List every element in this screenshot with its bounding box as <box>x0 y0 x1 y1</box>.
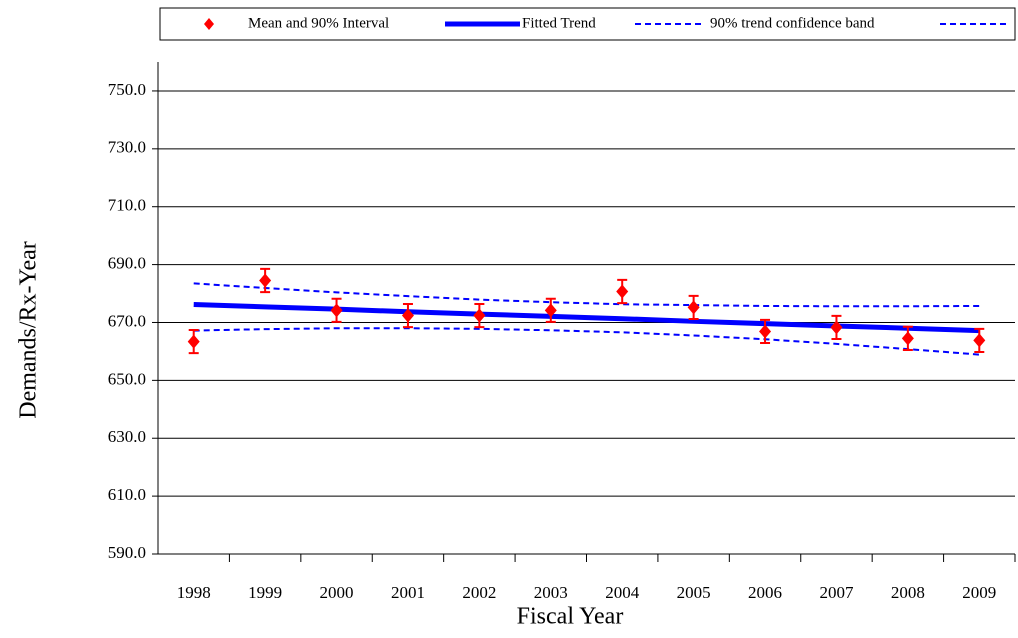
x-tick-label: 2003 <box>534 583 568 602</box>
trend-line <box>193 302 980 334</box>
confidence-lower <box>193 327 980 356</box>
mean-marker <box>759 324 772 339</box>
legend-label: 90% trend confidence band <box>710 15 875 31</box>
x-tick-label: 2009 <box>962 583 996 602</box>
x-tick-label: 2001 <box>391 583 425 602</box>
x-tick-label: 2007 <box>819 583 854 602</box>
y-tick-label: 710.0 <box>108 196 146 215</box>
mean-marker <box>473 308 486 323</box>
mean-marker <box>616 284 629 299</box>
x-tick-label: 2004 <box>605 583 640 602</box>
y-tick-label: 650.0 <box>108 369 146 388</box>
x-tick-label: 1998 <box>177 583 211 602</box>
mean-marker <box>830 320 843 335</box>
y-tick-label: 690.0 <box>108 253 146 272</box>
legend-box <box>159 7 1016 41</box>
legend-label: Fitted Trend <box>522 15 596 31</box>
confidence-upper <box>193 282 980 308</box>
x-tick-label: 1999 <box>248 583 282 602</box>
legend-label: Mean and 90% Interval <box>248 15 389 31</box>
mean-marker <box>544 303 557 318</box>
mean-marker <box>401 308 414 323</box>
y-tick-label: 590.0 <box>108 543 146 562</box>
x-tick-label: 2002 <box>462 583 496 602</box>
y-tick-label: 630.0 <box>108 427 146 446</box>
mean-marker <box>330 303 343 318</box>
y-tick-label: 750.0 <box>108 80 146 99</box>
mean-marker <box>259 273 272 288</box>
mean-marker <box>973 333 986 348</box>
x-tick-label: 2008 <box>891 583 925 602</box>
x-tick-label: 2005 <box>677 583 711 602</box>
mean-marker <box>187 334 200 349</box>
y-axis-title: Demands/Rx-Year <box>16 241 42 419</box>
legend-swatch <box>204 18 214 30</box>
x-axis-title: Fiscal Year <box>517 604 624 630</box>
mean-marker <box>687 300 700 315</box>
y-tick-label: 610.0 <box>108 485 146 504</box>
x-tick-label: 2006 <box>748 583 782 602</box>
y-tick-label: 730.0 <box>108 138 146 157</box>
y-tick-label: 670.0 <box>108 311 146 330</box>
x-tick-label: 2000 <box>320 583 354 602</box>
mean-marker <box>901 331 914 346</box>
